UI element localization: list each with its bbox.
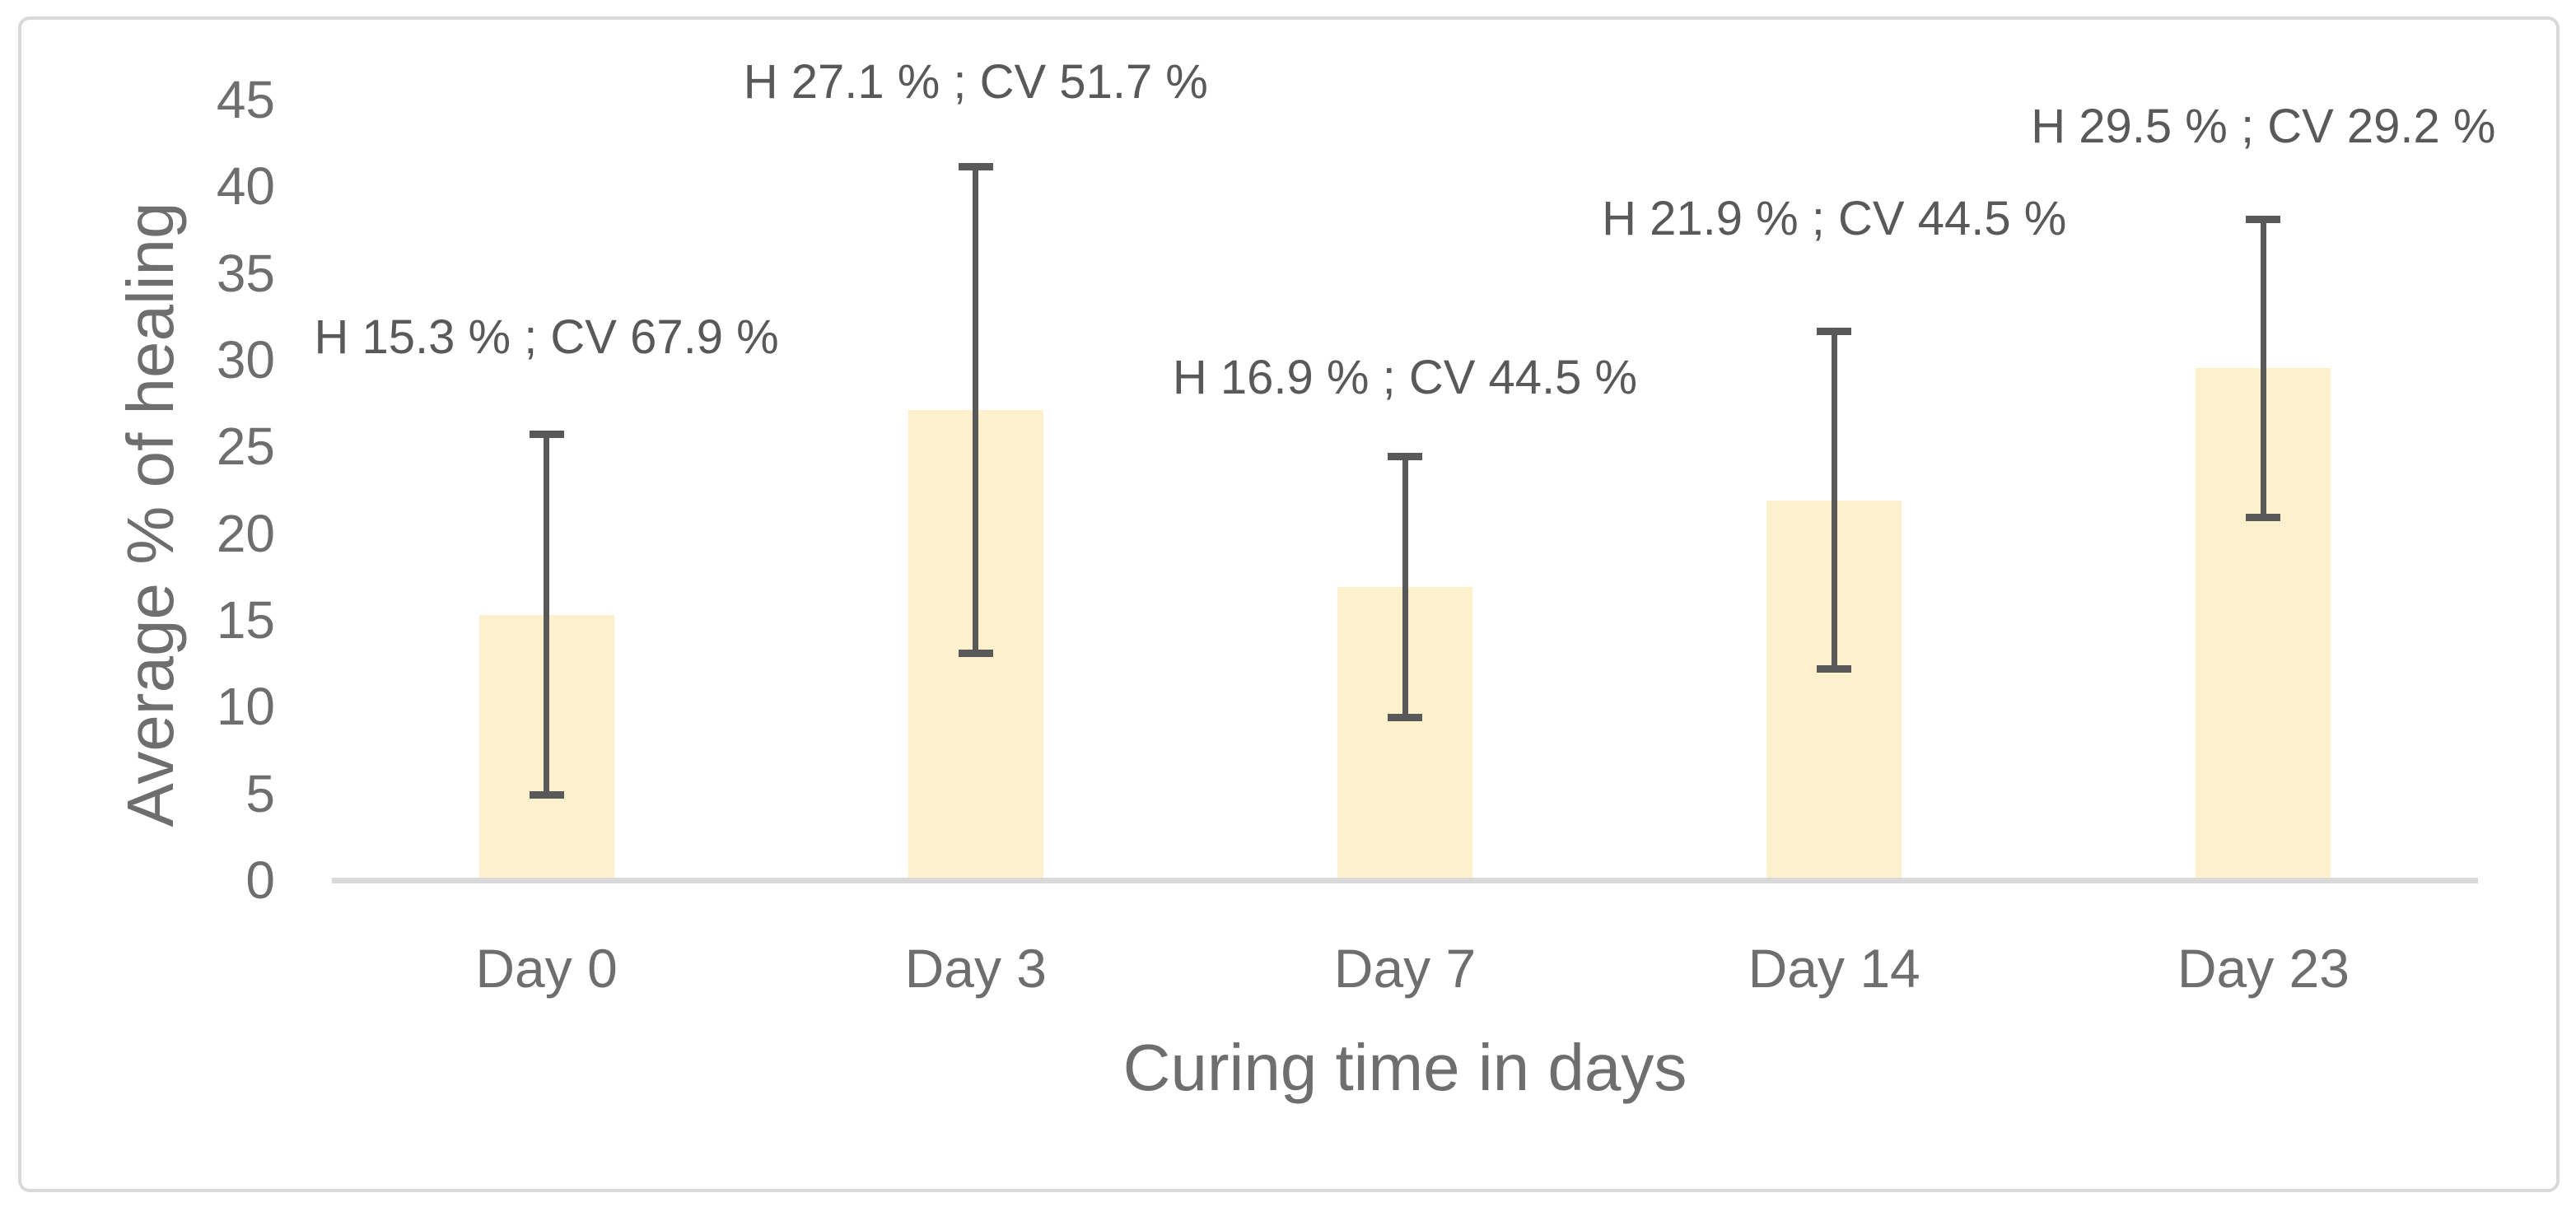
error-bar-cap-bottom-day-7 xyxy=(1388,713,1422,721)
x-tick-label-day-3: Day 3 xyxy=(904,938,1048,999)
x-axis-title: Curing time in days xyxy=(1122,1031,1687,1104)
y-tick-label-15: 15 xyxy=(216,590,275,650)
error-bar-cap-top-day-0 xyxy=(529,431,564,439)
error-bar-cap-top-day-7 xyxy=(1388,452,1422,460)
y-tick-label-10: 10 xyxy=(216,677,275,737)
error-bar-line-day-23 xyxy=(2260,219,2266,518)
error-bar-cap-bottom-day-14 xyxy=(1817,665,1852,673)
y-tick-label-0: 0 xyxy=(245,850,275,910)
y-tick-label-20: 20 xyxy=(216,503,275,563)
x-axis-line xyxy=(332,878,2478,883)
y-tick-label-25: 25 xyxy=(216,417,275,477)
data-label-day-23: H 29.5 % ; CV 29.2 % xyxy=(2031,100,2496,154)
error-bar-cap-bottom-day-3 xyxy=(958,649,993,657)
data-label-day-7: H 16.9 % ; CV 44.5 % xyxy=(1172,351,1638,405)
y-tick-label-40: 40 xyxy=(216,156,275,217)
y-tick-label-35: 35 xyxy=(216,243,275,303)
error-bar-cap-top-day-14 xyxy=(1817,327,1852,335)
data-label-day-14: H 21.9 % ; CV 44.5 % xyxy=(1602,192,2067,246)
error-bar-line-day-7 xyxy=(1402,456,1408,718)
error-bar-line-day-0 xyxy=(544,434,550,795)
y-tick-label-45: 45 xyxy=(216,69,275,129)
y-tick-label-5: 5 xyxy=(245,763,275,823)
error-bar-line-day-14 xyxy=(1831,331,1837,669)
error-bar-cap-bottom-day-23 xyxy=(2246,514,2281,522)
error-bar-cap-top-day-3 xyxy=(958,163,993,171)
data-label-day-0: H 15.3 % ; CV 67.9 % xyxy=(314,310,779,364)
x-tick-label-day-7: Day 7 xyxy=(1333,938,1477,999)
data-label-day-3: H 27.1 % ; CV 51.7 % xyxy=(743,54,1208,109)
x-tick-label-day-0: Day 0 xyxy=(475,938,618,999)
error-bar-cap-top-day-23 xyxy=(2246,215,2281,223)
x-tick-label-day-14: Day 14 xyxy=(1748,938,1920,999)
error-bar-cap-bottom-day-0 xyxy=(529,791,564,799)
y-tick-label-30: 30 xyxy=(216,329,275,389)
error-bar-line-day-3 xyxy=(973,166,979,654)
chart-frame xyxy=(18,16,2560,1192)
x-tick-label-day-23: Day 23 xyxy=(2177,938,2350,999)
